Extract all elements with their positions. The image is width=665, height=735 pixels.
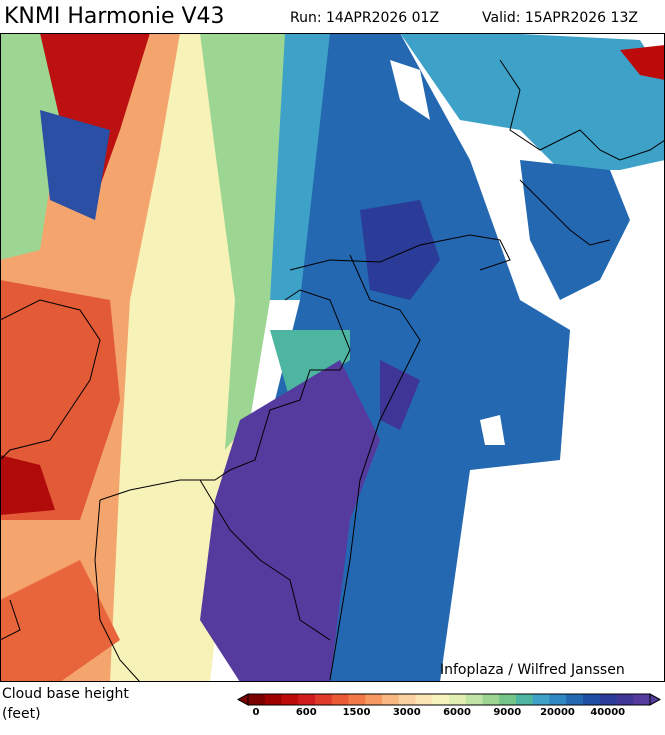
color-swatch — [365, 694, 383, 705]
colorbar-tick-label: 1500 — [343, 707, 371, 718]
colorbar: 0 600 1500 3000 6000 9000 20000 40000 — [236, 693, 662, 718]
colorbar-tick-label: 0 — [253, 707, 260, 718]
colorbar-tick-label: 6000 — [443, 707, 471, 718]
color-swatch — [398, 694, 416, 705]
color-swatch — [449, 694, 467, 705]
color-swatch — [465, 694, 483, 705]
color-swatch — [315, 694, 333, 705]
run-time: Run: 14APR2026 01Z — [290, 10, 439, 26]
color-swatch — [616, 694, 634, 705]
colorbar-tick-label: 3000 — [393, 707, 421, 718]
valid-time: Valid: 15APR2026 13Z — [482, 10, 638, 26]
color-swatch — [549, 694, 567, 705]
color-swatch — [583, 694, 601, 705]
credit: Infoplaza / Wilfred Janssen — [440, 662, 625, 678]
color-swatch — [298, 694, 316, 705]
color-swatch — [432, 694, 450, 705]
color-swatch — [516, 694, 534, 705]
color-swatch — [264, 694, 282, 705]
color-swatch — [482, 694, 500, 705]
color-swatch — [382, 694, 400, 705]
color-swatch — [532, 694, 550, 705]
colorbar-tick-label: 20000 — [540, 707, 575, 718]
color-swatch — [248, 694, 266, 705]
color-swatch — [633, 694, 651, 705]
map — [0, 33, 665, 683]
colorbar-tick-label: 600 — [296, 707, 317, 718]
color-swatch — [348, 694, 366, 705]
colorbar-tick-label: 9000 — [493, 707, 521, 718]
legend-label: (feet) — [2, 706, 41, 722]
colorbar-arrow — [236, 693, 249, 706]
colorbar-tick-label: 40000 — [590, 707, 625, 718]
color-swatch — [415, 694, 433, 705]
color-swatch — [331, 694, 349, 705]
legend-label: Cloud base height — [2, 686, 129, 702]
color-swatch — [599, 694, 617, 705]
colorbar-frame — [247, 693, 651, 706]
title: KNMI Harmonie V43 — [4, 4, 225, 29]
colorbar-arrow — [649, 693, 662, 706]
color-swatch — [281, 694, 299, 705]
color-swatch — [499, 694, 517, 705]
color-swatch — [566, 694, 584, 705]
